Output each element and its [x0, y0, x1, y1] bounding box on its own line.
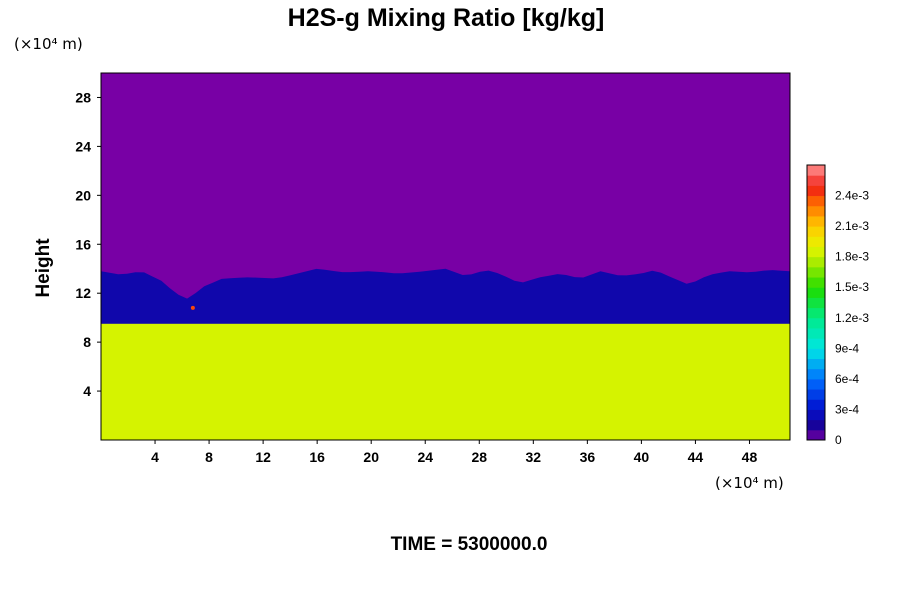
plot-frame [100, 72, 791, 441]
colorbar-tick-label: 2.4e-3 [835, 189, 869, 203]
x-tick-label: 48 [742, 449, 758, 465]
field-lower-layer [101, 323, 790, 440]
y-tick-label: 8 [83, 334, 91, 350]
colorbar-tick-label: 0 [835, 433, 842, 447]
mixing-ratio-field [101, 73, 790, 440]
colorbar-tick-label: 1.8e-3 [835, 250, 869, 264]
colorbar-swatch [807, 327, 825, 339]
colorbar-tick-label: 1.5e-3 [835, 280, 869, 294]
colorbar-swatch [807, 215, 825, 227]
colorbar-swatch [807, 338, 825, 349]
colorbar-swatch [807, 399, 825, 410]
colorbar-frame [806, 164, 826, 441]
x-tick-label: 32 [526, 449, 542, 465]
x-tick-label: 24 [417, 449, 433, 465]
y-tick-label: 28 [75, 89, 91, 105]
x-tick-label: 44 [688, 449, 704, 465]
colorbar-swatch [807, 358, 825, 370]
colorbar-swatch [807, 429, 825, 441]
colorbar-swatch [807, 348, 825, 360]
x-tick-label: 4 [151, 449, 159, 465]
colorbar-swatch [807, 378, 825, 390]
x-tick-label: 28 [471, 449, 487, 465]
colorbar-swatch [807, 277, 825, 288]
x-tick-label: 8 [205, 449, 213, 465]
colorbar-swatch [807, 246, 825, 258]
x-axis-ticks: 4 8 12 16 20 24 28 32 36 40 44 48 [151, 440, 757, 465]
colorbar-swatch [807, 195, 825, 207]
x-tick-label: 20 [363, 449, 379, 465]
colorbar-tick-label: 6e-4 [835, 372, 859, 386]
y-tick-label: 16 [75, 236, 91, 252]
chart-title: H2S-g Mixing Ratio [kg/kg] [288, 4, 605, 32]
colorbar: 0 3e-4 6e-4 9e-4 1.2e-3 1.5e-3 1.8e-3 2.1e-3 2.4… [806, 164, 869, 447]
colorbar-swatch [807, 307, 825, 319]
x-tick-label: 36 [580, 449, 596, 465]
x-tick-label: 40 [634, 449, 650, 465]
colorbar-swatch [807, 266, 825, 278]
y-tick-label: 12 [75, 285, 91, 301]
colorbar-swatch [807, 317, 825, 329]
colorbar-swatch [807, 368, 825, 380]
y-tick-label: 24 [75, 138, 91, 154]
time-label: TIME = 5300000.0 [391, 534, 548, 555]
colorbar-swatch [807, 409, 825, 421]
colorbar-tick-label: 9e-4 [835, 341, 859, 355]
colorbar-swatch [807, 226, 825, 237]
colorbar-swatch [807, 236, 825, 247]
colorbar-swatch [807, 165, 825, 176]
y-unit-label: (×10⁴ m) [14, 35, 83, 53]
colorbar-swatch [807, 297, 825, 309]
colorbar-swatch [807, 389, 825, 400]
y-tick-label: 20 [75, 187, 91, 203]
x-tick-label: 16 [309, 449, 325, 465]
colorbar-tick-label: 2.1e-3 [835, 219, 869, 233]
colorbar-swatch [807, 287, 825, 298]
y-tick-label: 4 [83, 383, 91, 399]
colorbar-swatch [807, 205, 825, 217]
colorbar-swatch [807, 185, 825, 197]
x-unit-label: (×10⁴ m) [715, 474, 784, 492]
colorbar-swatch [807, 256, 825, 268]
heatmap-plot [100, 72, 791, 441]
field-hotspot [190, 305, 195, 310]
colorbar-tick-label: 1.2e-3 [835, 311, 869, 325]
colorbar-tick-label: 3e-4 [835, 402, 859, 416]
colorbar-swatch [807, 175, 825, 186]
y-axis-label: Height [33, 238, 54, 298]
colorbar-ticks: 0 3e-4 6e-4 9e-4 1.2e-3 1.5e-3 1.8e-3 2.1e-3 2.4… [835, 189, 869, 447]
colorbar-swatch [807, 419, 825, 431]
y-axis-ticks: 4 8 12 16 20 24 28 [75, 89, 101, 399]
x-tick-label: 12 [255, 449, 271, 465]
colorbar-swatches [807, 165, 825, 441]
